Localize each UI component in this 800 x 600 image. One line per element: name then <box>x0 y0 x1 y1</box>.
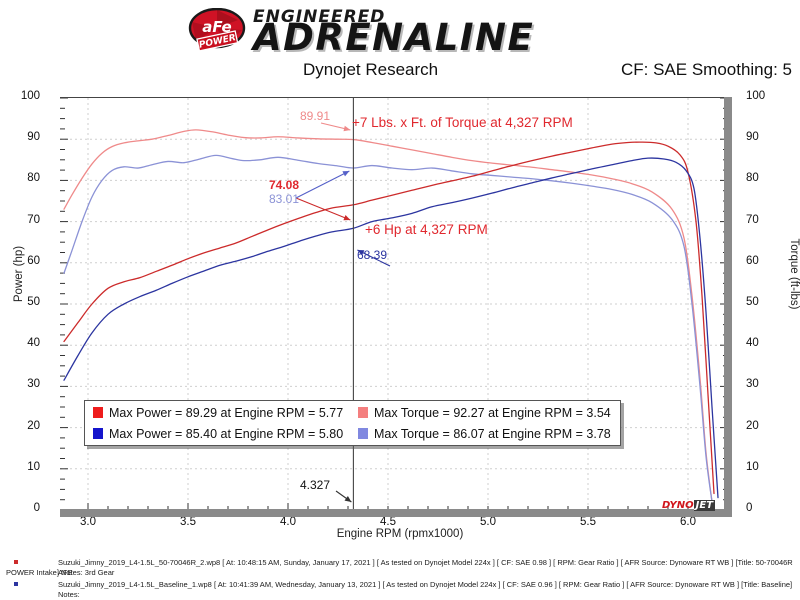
y-tick-right: 20 <box>746 419 759 432</box>
annotation-value-power-blue: 68.39 <box>357 248 388 262</box>
y-tick-right: 50 <box>746 296 759 308</box>
footer-run1-line1: Suzuki_Jimny_2019_L4-1.5L_50-70046R_2.wp… <box>58 558 793 577</box>
cf-smoothing-label: CF: SAE Smoothing: 5 <box>620 60 792 79</box>
afe-power-logo-icon: aFe POWER <box>188 8 246 52</box>
y-tick-left: 60 <box>27 254 40 267</box>
y-tick-right: 70 <box>746 213 759 226</box>
x-axis-label: Engine RPM (rpmx1000) <box>336 528 464 540</box>
y-tick-left: 40 <box>27 337 40 350</box>
y-tick-left: 80 <box>27 172 40 185</box>
x-tick: 3.0 <box>80 516 96 528</box>
legend-label: Max Power = 85.40 at Engine RPM = 5.80 <box>109 426 344 441</box>
y-tick-left: 10 <box>27 460 40 473</box>
y-tick-right: 80 <box>746 172 759 185</box>
footer-run-info: Suzuki_Jimny_2019_L4-1.5L_50-70046R_2.wp… <box>0 556 800 600</box>
annotation-value-torque-blue: 83.01 <box>269 192 300 206</box>
footer-run2-line1: Suzuki_Jimny_2019_L4-1.5L_Baseline_1.wp8… <box>58 580 793 599</box>
dyno-plot-area[interactable] <box>60 97 728 511</box>
svg-text:aFe: aFe <box>202 18 231 36</box>
dynojet-watermark: DYNO JET <box>662 500 716 511</box>
legend-row: Max Power = 89.29 at Engine RPM = 5.77 M… <box>85 402 620 423</box>
y-tick-right: 100 <box>746 90 766 102</box>
y-tick-right: 40 <box>746 337 759 350</box>
y-tick-left: 0 <box>33 502 40 514</box>
legend-label: Max Power = 89.29 at Engine RPM = 5.77 <box>109 405 344 420</box>
y-tick-left: 70 <box>27 213 40 226</box>
y-tick-left: 90 <box>27 131 40 144</box>
annotation-value-torque-upper: 89.91 <box>300 109 331 123</box>
annotation-hp-gain: +6 Hp at 4,327 RPM <box>365 222 488 237</box>
legend-label: Max Torque = 92.27 at Engine RPM = 3.54 <box>374 405 611 420</box>
header-banner: aFe POWER ENGINEERED ADRENALINE <box>0 0 800 59</box>
afe-power-logo: aFe POWER <box>186 6 258 54</box>
legend-swatch-red <box>93 407 103 418</box>
dynojet-watermark-dyno: DYNO <box>662 500 694 511</box>
y-tick-left: 30 <box>27 378 40 391</box>
legend-swatch-blue <box>93 428 103 439</box>
y-axis-label-torque: Torque (ft-lbs) <box>788 238 800 310</box>
footer-bullet-red <box>14 560 18 564</box>
curve-power <box>63 157 719 499</box>
x-tick: 4.5 <box>380 516 396 528</box>
annotation-cursor-rpm: 4.327 <box>300 478 331 492</box>
curve-torque <box>63 154 713 503</box>
legend-item-max-torque-modified: Max Torque = 92.27 at Engine RPM = 3.54 <box>358 402 611 423</box>
x-tick: 6.0 <box>680 516 696 528</box>
dyno-curves-svg <box>60 98 728 510</box>
brand-line-adrenaline: ADRENALINE <box>253 16 535 59</box>
y-tick-right: 10 <box>746 460 759 473</box>
y-tick-right: 90 <box>746 131 759 144</box>
footer-run1-line2: POWER Intake] Notes: 3rd Gear <box>6 568 115 577</box>
dynojet-research-title: Dynojet Research <box>303 60 439 79</box>
y-tick-right: 30 <box>746 378 759 391</box>
legend-item-max-torque-baseline: Max Torque = 86.07 at Engine RPM = 3.78 <box>358 423 611 444</box>
y-tick-left: 100 <box>20 90 40 102</box>
annotation-torque-gain: +7 Lbs. x Ft. of Torque at 4,327 RPM <box>352 115 573 130</box>
plot-right-bar <box>724 97 732 517</box>
footer-bullet-blue <box>14 582 18 586</box>
x-tick: 3.5 <box>180 516 196 528</box>
legend-item-max-power-modified: Max Power = 89.29 at Engine RPM = 5.77 <box>93 402 343 423</box>
legend-label: Max Torque = 86.07 at Engine RPM = 3.78 <box>374 426 611 441</box>
leader-arrowhead <box>357 250 365 256</box>
y-tick-left: 20 <box>27 419 40 432</box>
leader-line <box>295 197 351 221</box>
leader-arrowhead <box>342 171 350 177</box>
y-tick-left: 50 <box>27 296 40 308</box>
x-tick: 4.0 <box>280 516 296 528</box>
dynojet-watermark-jet: JET <box>693 500 716 511</box>
x-tick: 5.0 <box>480 516 496 528</box>
legend-row: Max Power = 85.40 at Engine RPM = 5.80 M… <box>85 423 620 444</box>
curve-torque <box>63 129 713 503</box>
legend-swatch-light-red <box>358 407 368 418</box>
plot-bottom-bar <box>60 509 732 517</box>
annotation-value-power-red: 74.08 <box>269 178 300 192</box>
legend-swatch-light-blue <box>358 428 368 439</box>
leader-arrowhead <box>343 215 351 221</box>
legend-item-max-power-baseline: Max Power = 85.40 at Engine RPM = 5.80 <box>93 423 343 444</box>
leader-line <box>295 170 350 199</box>
curve-power <box>63 141 715 495</box>
chart-legend[interactable]: Max Power = 89.29 at Engine RPM = 5.77 M… <box>84 400 621 446</box>
y-tick-right: 0 <box>746 502 753 514</box>
y-tick-right: 60 <box>746 254 759 267</box>
subheader-row: Dynojet Research CF: SAE Smoothing: 5 <box>0 60 800 84</box>
leader-arrowhead <box>343 125 351 132</box>
leader-arrowhead <box>344 496 352 502</box>
brand-line-engineered: ENGINEERED <box>253 7 386 27</box>
x-tick: 5.5 <box>580 516 596 528</box>
